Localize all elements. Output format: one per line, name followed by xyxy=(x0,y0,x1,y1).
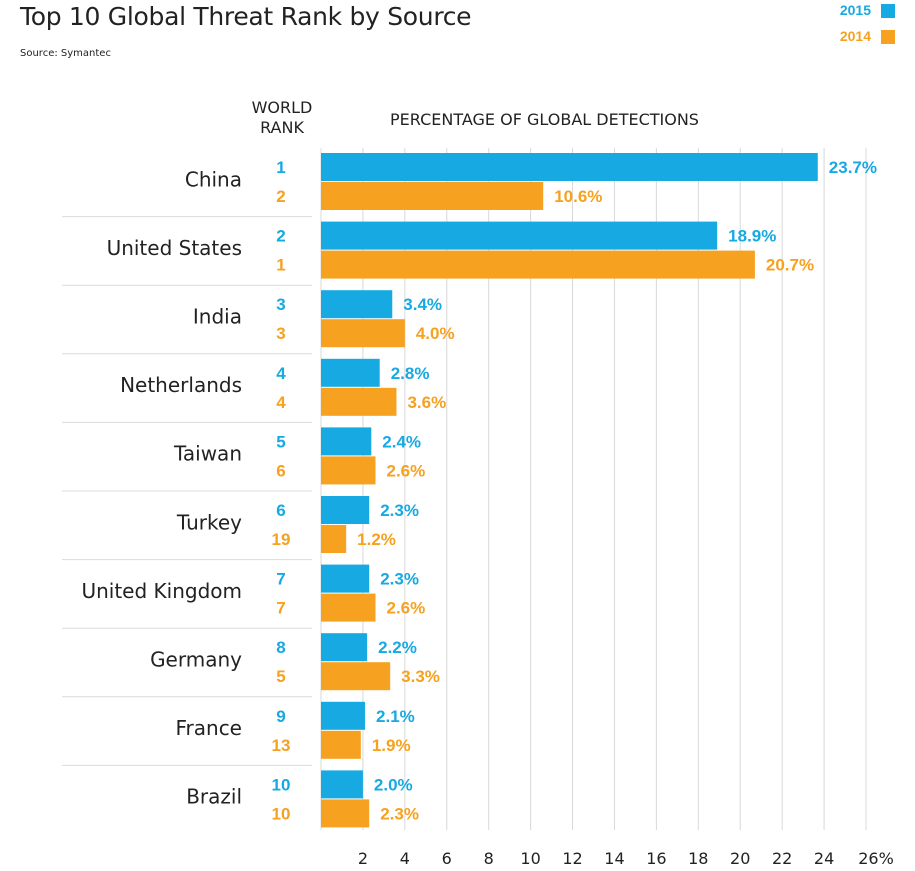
rank-label-turkey-2014: 19 xyxy=(272,530,291,549)
x-tick-label-22: 22 xyxy=(772,849,792,868)
bar-netherlands-2014 xyxy=(321,387,397,416)
category-label-netherlands: Netherlands xyxy=(120,373,242,397)
legend-item-2015: 2015 xyxy=(795,2,895,20)
rank-label-netherlands-2015: 4 xyxy=(276,364,286,383)
bar-taiwan-2014 xyxy=(321,456,376,485)
legend-label-2014: 2014 xyxy=(839,28,871,44)
data-label-brazil-2014: 2.3% xyxy=(380,804,419,823)
data-label-india-2014: 4.0% xyxy=(416,324,455,343)
bar-united-states-2015 xyxy=(321,221,718,250)
bar-brazil-2015 xyxy=(321,770,363,799)
x-tick-label-16: 16 xyxy=(646,849,666,868)
rank-label-united-kingdom-2014: 7 xyxy=(276,599,285,618)
x-tick-label-2: 2 xyxy=(358,849,368,868)
data-label-taiwan-2014: 2.6% xyxy=(387,461,426,480)
category-label-united-states: United States xyxy=(107,236,242,260)
data-label-turkey-2015: 2.3% xyxy=(380,501,419,520)
bar-germany-2015 xyxy=(321,633,368,662)
rank-label-germany-2015: 8 xyxy=(276,638,285,657)
legend-swatch-2015 xyxy=(881,4,895,18)
world-rank-header: WORLD RANK xyxy=(251,98,313,137)
x-tick-label-6: 6 xyxy=(442,849,452,868)
rank-label-netherlands-2014: 4 xyxy=(276,393,286,412)
x-tick-label-18: 18 xyxy=(688,849,708,868)
bar-turkey-2015 xyxy=(321,496,370,524)
data-label-united-kingdom-2014: 2.6% xyxy=(387,599,426,618)
category-label-china: China xyxy=(185,167,242,191)
legend-swatch-2014 xyxy=(881,30,895,44)
bar-taiwan-2015 xyxy=(321,427,372,456)
rank-label-china-2015: 1 xyxy=(276,158,285,177)
data-label-brazil-2015: 2.0% xyxy=(374,775,413,794)
bar-brazil-2014 xyxy=(321,799,370,828)
category-label-germany: Germany xyxy=(150,648,242,672)
rank-label-turkey-2015: 6 xyxy=(276,501,285,520)
data-label-france-2014: 1.9% xyxy=(372,736,411,755)
chart-source: Source: Symantec xyxy=(20,48,111,59)
chart-title: Top 10 Global Threat Rank by Source xyxy=(20,2,472,31)
bar-china-2015 xyxy=(321,153,818,181)
data-label-china-2015: 23.7% xyxy=(829,158,877,177)
data-label-india-2015: 3.4% xyxy=(403,295,442,314)
data-label-netherlands-2014: 3.6% xyxy=(407,393,446,412)
rank-label-taiwan-2014: 6 xyxy=(276,461,285,480)
rank-label-france-2015: 9 xyxy=(276,707,285,726)
category-label-brazil: Brazil xyxy=(186,785,242,809)
data-label-germany-2015: 2.2% xyxy=(378,638,417,657)
bar-india-2015 xyxy=(321,290,393,319)
rank-label-germany-2014: 5 xyxy=(276,667,285,686)
bar-united-kingdom-2015 xyxy=(321,564,370,593)
rank-label-brazil-2015: 10 xyxy=(272,775,291,794)
category-label-taiwan: Taiwan xyxy=(173,442,242,466)
data-label-france-2015: 2.1% xyxy=(376,707,415,726)
bar-germany-2014 xyxy=(321,662,391,691)
bar-turkey-2014 xyxy=(321,525,347,553)
x-tick-label-20: 20 xyxy=(730,849,750,868)
rank-label-taiwan-2015: 5 xyxy=(276,432,285,451)
x-tick-label-8: 8 xyxy=(484,849,494,868)
x-tick-label-24: 24 xyxy=(814,849,834,868)
x-tick-label-4: 4 xyxy=(400,849,410,868)
x-tick-label-12: 12 xyxy=(562,849,582,868)
x-tick-label-26: 26% xyxy=(858,849,894,868)
data-label-turkey-2014: 1.2% xyxy=(357,530,396,549)
bar-netherlands-2015 xyxy=(321,358,380,387)
category-label-france: France xyxy=(175,716,242,740)
bar-united-states-2014 xyxy=(321,250,755,279)
legend-label-2015: 2015 xyxy=(839,2,871,18)
category-label-india: India xyxy=(193,305,242,329)
x-axis-title: PERCENTAGE OF GLOBAL DETECTIONS xyxy=(390,110,699,129)
bar-france-2015 xyxy=(321,701,366,730)
data-label-germany-2014: 3.3% xyxy=(401,667,440,686)
bar-france-2014 xyxy=(321,730,361,759)
rank-label-united-states-2014: 1 xyxy=(276,256,285,275)
legend-item-2014: 2014 xyxy=(795,28,895,46)
bar-china-2014 xyxy=(321,182,544,210)
bar-united-kingdom-2014 xyxy=(321,593,376,622)
bar-india-2014 xyxy=(321,319,405,348)
data-label-taiwan-2015: 2.4% xyxy=(382,432,421,451)
rank-label-china-2014: 2 xyxy=(276,187,285,206)
rank-label-india-2014: 3 xyxy=(276,324,285,343)
rank-label-france-2014: 13 xyxy=(272,736,291,755)
category-label-united-kingdom: United Kingdom xyxy=(81,579,242,603)
rank-label-united-states-2015: 2 xyxy=(276,227,285,246)
data-label-netherlands-2015: 2.8% xyxy=(391,364,430,383)
rank-label-brazil-2014: 10 xyxy=(272,804,291,823)
data-label-united-states-2014: 20.7% xyxy=(766,256,814,275)
rank-label-united-kingdom-2015: 7 xyxy=(276,570,285,589)
data-label-united-kingdom-2015: 2.3% xyxy=(380,570,419,589)
x-tick-label-10: 10 xyxy=(520,849,540,868)
category-label-turkey: Turkey xyxy=(176,510,242,534)
data-label-china-2014: 10.6% xyxy=(554,187,602,206)
data-label-united-states-2015: 18.9% xyxy=(728,227,776,246)
x-tick-label-14: 14 xyxy=(604,849,624,868)
rank-label-india-2015: 3 xyxy=(276,295,285,314)
